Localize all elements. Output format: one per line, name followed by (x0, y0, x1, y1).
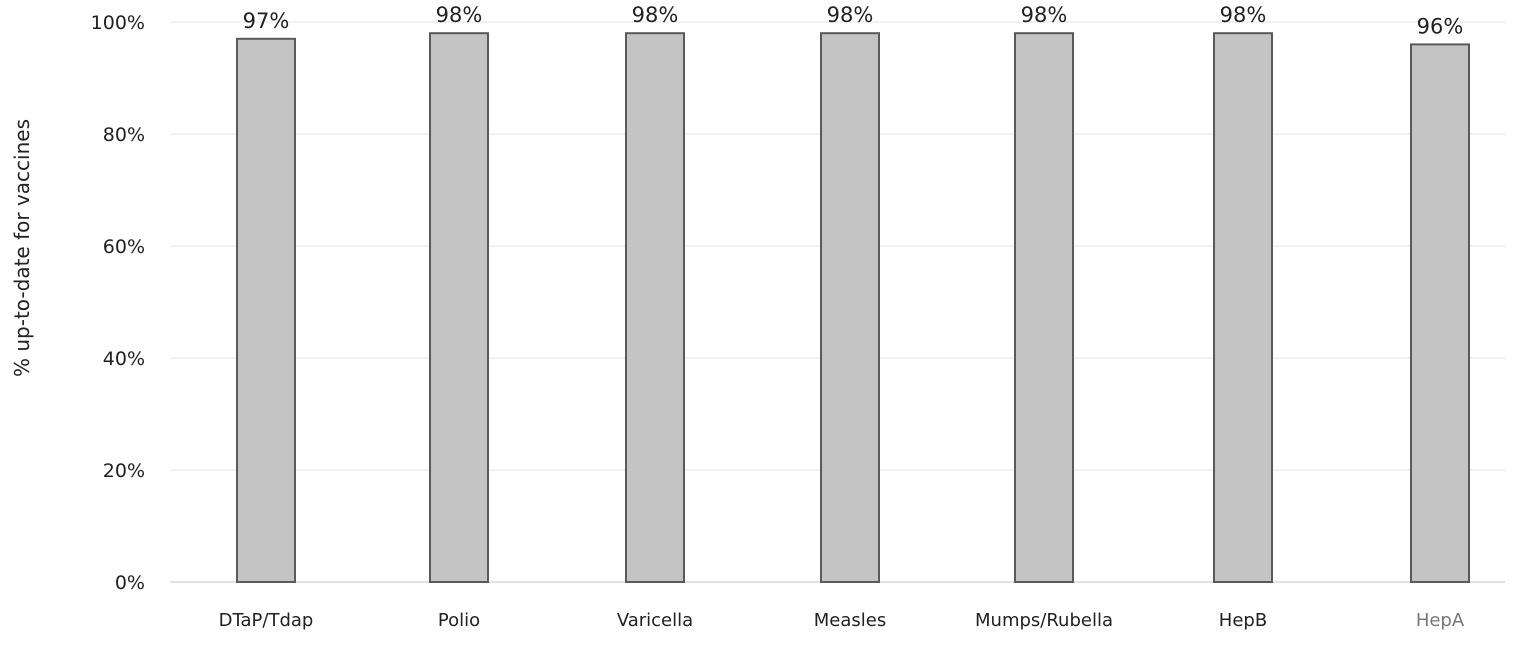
y-tick-label: 100% (91, 12, 145, 34)
data-label: 96% (1417, 14, 1464, 38)
bar (1410, 43, 1470, 583)
bar (820, 32, 880, 583)
data-label: 98% (1021, 3, 1068, 27)
x-tick-label: DTaP/Tdap (219, 610, 314, 631)
x-tick-label: HepB (1219, 610, 1267, 631)
x-tick-label: Polio (438, 610, 480, 631)
y-tick-label: 20% (103, 460, 145, 482)
data-label: 97% (243, 9, 290, 33)
data-label: 98% (632, 3, 679, 27)
bar (1014, 32, 1074, 583)
data-label: 98% (827, 3, 874, 27)
y-tick-label: 0% (115, 572, 145, 594)
x-tick-label: HepA (1416, 610, 1465, 631)
bar (1213, 32, 1273, 583)
x-tick-label: Measles (814, 610, 886, 631)
x-tick-label: Varicella (617, 610, 693, 631)
data-label: 98% (1220, 3, 1267, 27)
x-tick-label: Mumps/Rubella (975, 610, 1113, 631)
y-tick-label: 40% (103, 348, 145, 370)
data-label: 98% (436, 3, 483, 27)
bar (625, 32, 685, 583)
bar (429, 32, 489, 583)
bar (236, 37, 296, 584)
y-tick-label: 80% (103, 124, 145, 146)
y-tick-label: 60% (103, 236, 145, 258)
